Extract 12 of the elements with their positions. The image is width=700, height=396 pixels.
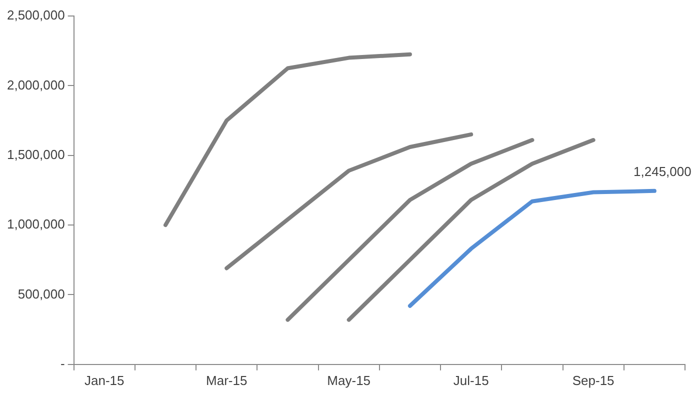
y-tick-label: 2,000,000 — [6, 77, 65, 92]
y-tick-label: 2,500,000 — [6, 8, 65, 23]
data-label: 1,245,000 — [634, 164, 692, 179]
y-tick-label: 1,500,000 — [6, 146, 65, 162]
x-tick-label: Sep-15 — [572, 372, 614, 388]
x-tick-label: May-15 — [327, 372, 371, 388]
y-tick-label: 1,000,000 — [6, 216, 65, 232]
x-tick-label: Mar-15 — [206, 372, 248, 388]
y-tick-label: 500,000 — [18, 286, 65, 302]
x-tick-label: Jan-15 — [84, 372, 124, 388]
x-tick-label: Jul-15 — [453, 372, 489, 388]
y-tick-label: - — [60, 356, 65, 371]
